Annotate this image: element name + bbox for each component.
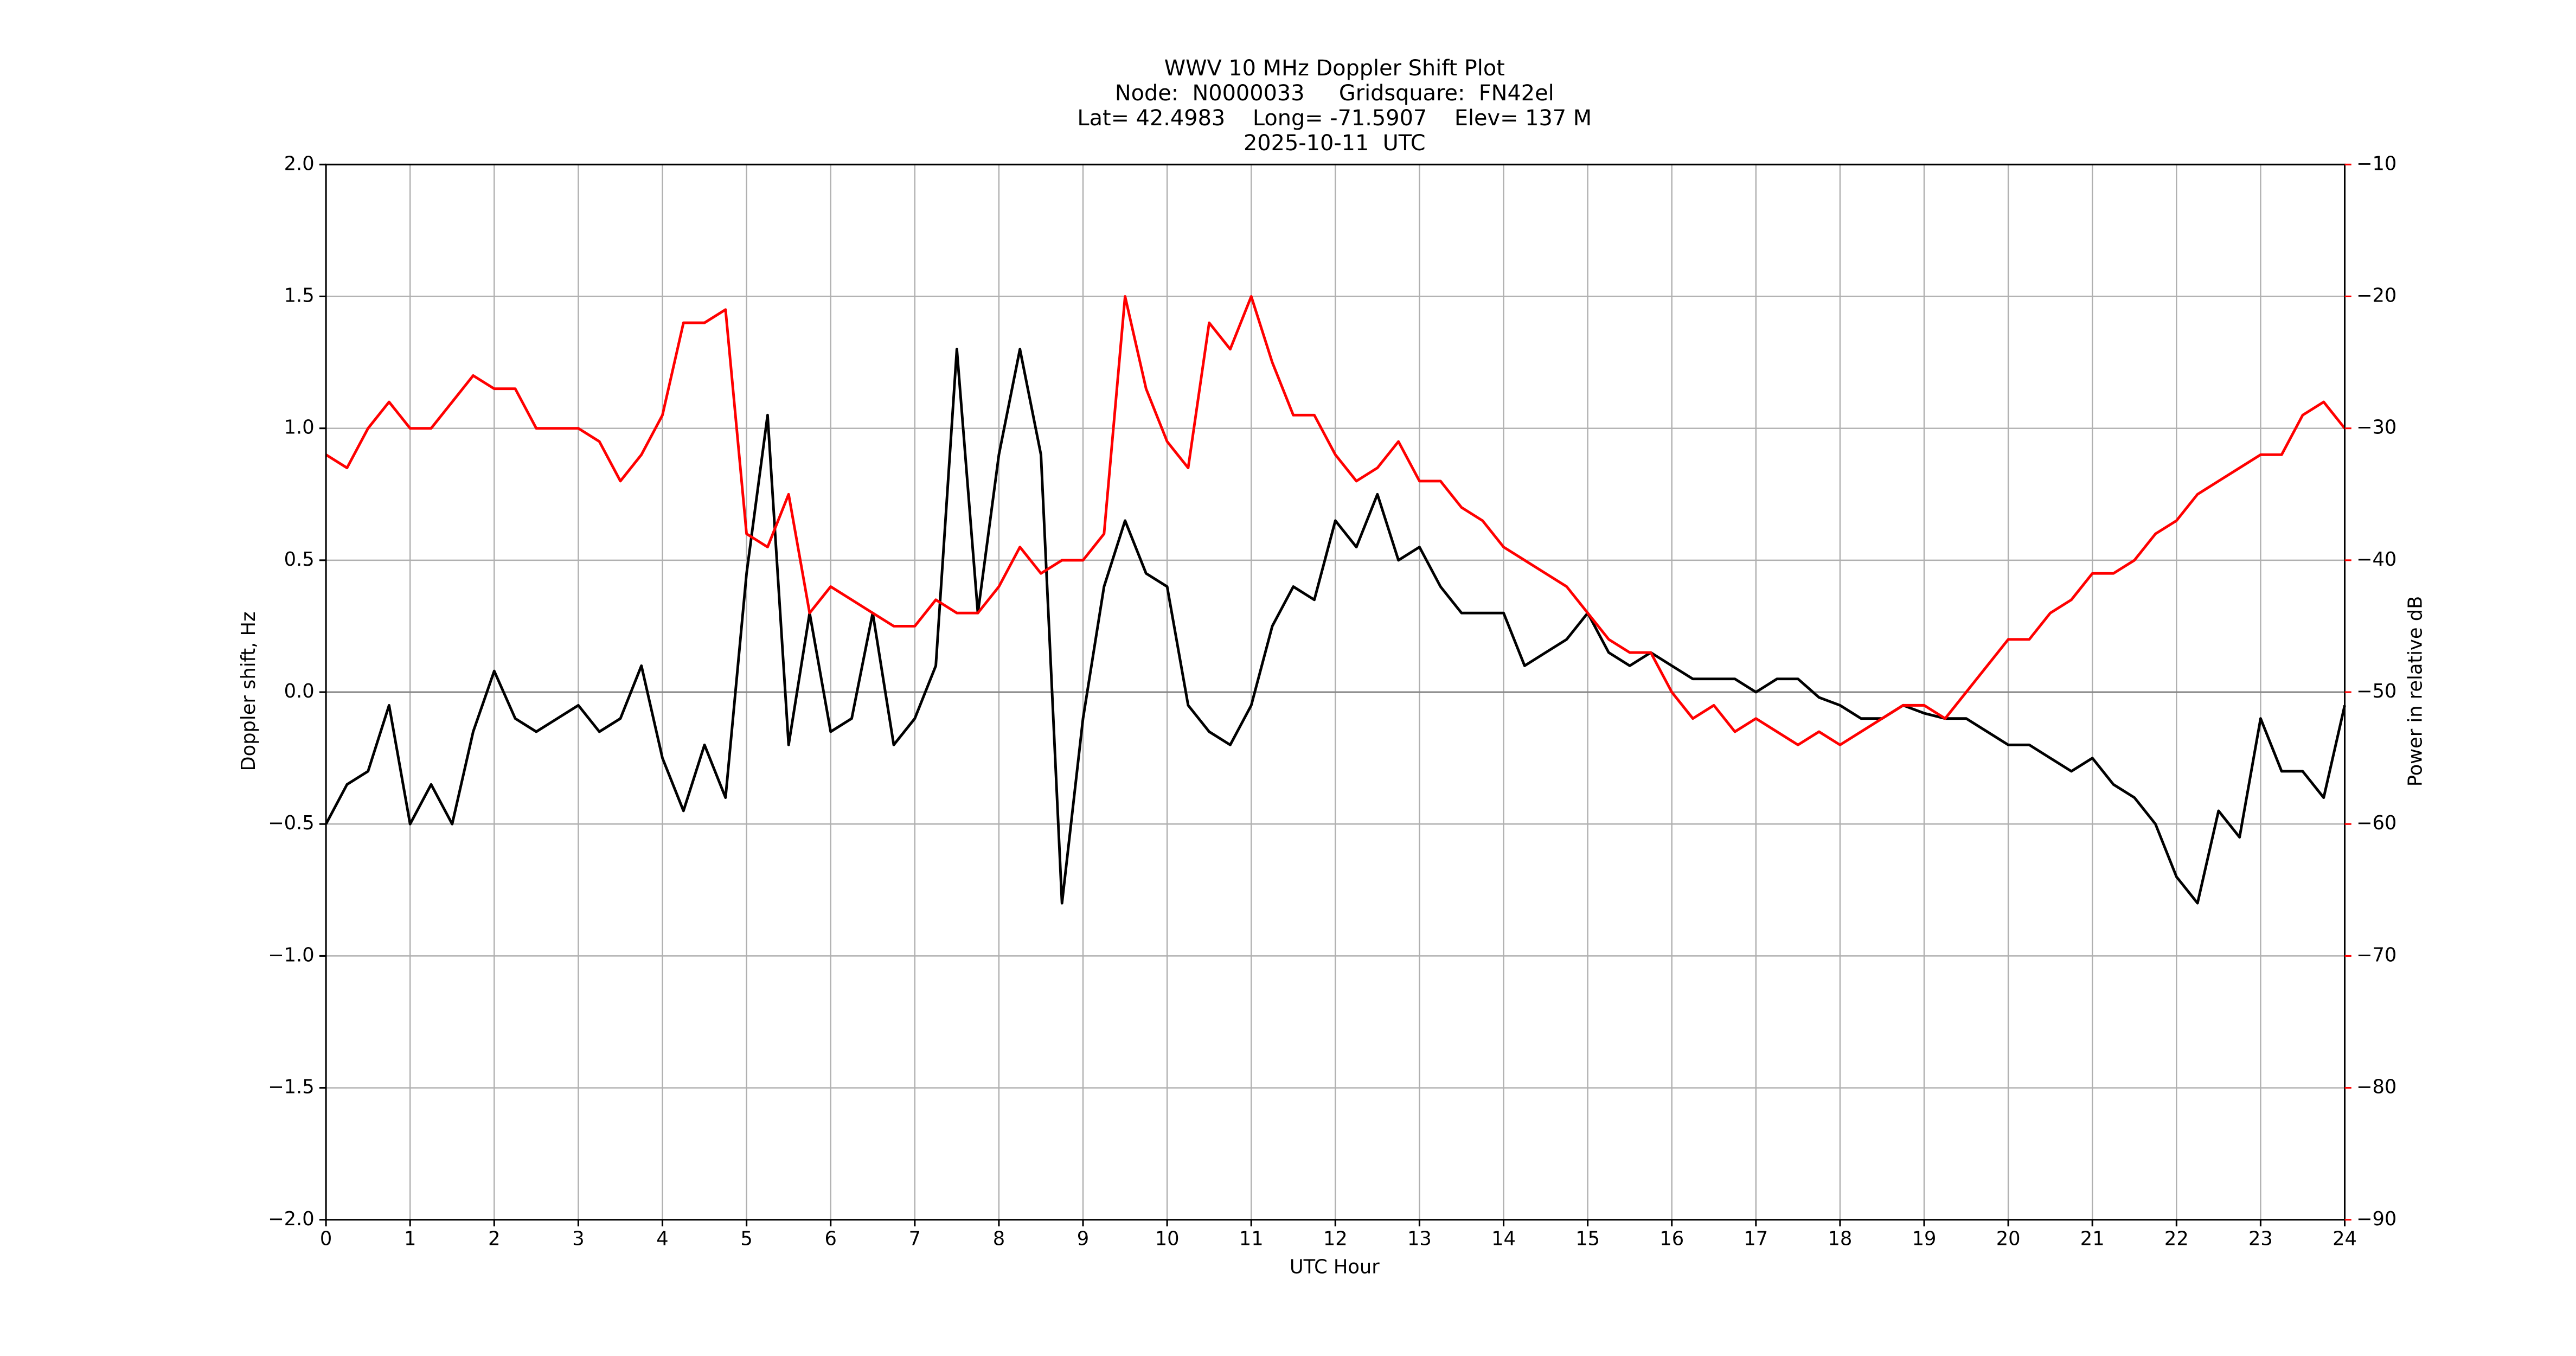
x-tick-label: 2 bbox=[488, 1228, 500, 1250]
x-tick-label: 13 bbox=[1407, 1228, 1432, 1250]
y-tick-label: −0.5 bbox=[268, 812, 315, 834]
title-line: Lat= 42.4983 Long= -71.5907 Elev= 137 M bbox=[1077, 106, 1592, 131]
x-tick-label: 12 bbox=[1323, 1228, 1348, 1250]
x-tick-label: 9 bbox=[1077, 1228, 1089, 1250]
y-tick-label: −1.5 bbox=[268, 1076, 315, 1098]
x-tick-label: 5 bbox=[740, 1228, 752, 1250]
x-tick-label: 1 bbox=[404, 1228, 416, 1250]
lines bbox=[324, 295, 2346, 905]
x-tick-label: 18 bbox=[1828, 1228, 1853, 1250]
y2-tick-label: −80 bbox=[2356, 1076, 2396, 1098]
title-line: Node: N0000033 Gridsquare: FN42el bbox=[1115, 81, 1554, 106]
x-tick-label: 15 bbox=[1575, 1228, 1600, 1250]
x-tick-label: 6 bbox=[824, 1228, 836, 1250]
x-tick-label: 23 bbox=[2248, 1228, 2273, 1250]
x-tick-label: 0 bbox=[320, 1228, 332, 1250]
x-tick-label: 7 bbox=[909, 1228, 921, 1250]
labels: WWV 10 MHz Doppler Shift Plot Node: N000… bbox=[238, 56, 2426, 1278]
y2-tick-label: −50 bbox=[2356, 680, 2396, 702]
x-tick-label: 19 bbox=[1912, 1228, 1937, 1250]
title-line: 2025-10-11 UTC bbox=[1244, 131, 1426, 156]
y2-axis-label: Power in relative dB bbox=[2404, 596, 2426, 787]
x-tick-label: 17 bbox=[1744, 1228, 1768, 1250]
x-tick-label: 20 bbox=[1996, 1228, 2021, 1250]
y-tick-label: 0.0 bbox=[284, 680, 315, 702]
x-tick-label: 22 bbox=[2164, 1228, 2189, 1250]
series-line bbox=[325, 295, 2346, 746]
y-axis-label: Doppler shift, Hz bbox=[238, 612, 260, 771]
y2-tick-label: −60 bbox=[2356, 812, 2396, 834]
y-tick-label: 1.0 bbox=[284, 417, 315, 439]
x-axis-label: UTC Hour bbox=[1290, 1256, 1380, 1278]
y-tick-label: −2.0 bbox=[268, 1208, 315, 1230]
x-tick-label: 11 bbox=[1239, 1228, 1264, 1250]
x-tick-label: 8 bbox=[993, 1228, 1005, 1250]
series-line bbox=[324, 348, 2346, 905]
y-tick-label: 1.5 bbox=[284, 284, 315, 306]
y-tick-label: 2.0 bbox=[284, 152, 315, 175]
y2-tick-label: −10 bbox=[2356, 152, 2396, 175]
x-tick-label: 24 bbox=[2333, 1228, 2357, 1250]
y2-tick-label: −20 bbox=[2356, 284, 2396, 306]
x-tick-label: 4 bbox=[656, 1228, 668, 1250]
x-tick-label: 3 bbox=[572, 1228, 584, 1250]
y2-tick-label: −90 bbox=[2356, 1208, 2396, 1230]
x-tick-label: 14 bbox=[1491, 1228, 1516, 1250]
y2-tick-label: −30 bbox=[2356, 417, 2396, 439]
title-line: WWV 10 MHz Doppler Shift Plot bbox=[1164, 56, 1505, 81]
y-tick-label: −1.0 bbox=[268, 944, 315, 966]
x-tick-label: 21 bbox=[2080, 1228, 2105, 1250]
y2-tick-label: −40 bbox=[2356, 548, 2396, 571]
y2-tick-label: −70 bbox=[2356, 944, 2396, 966]
x-tick-label: 10 bbox=[1155, 1228, 1180, 1250]
x-tick-label: 16 bbox=[1659, 1228, 1684, 1250]
y-tick-label: 0.5 bbox=[284, 548, 315, 571]
